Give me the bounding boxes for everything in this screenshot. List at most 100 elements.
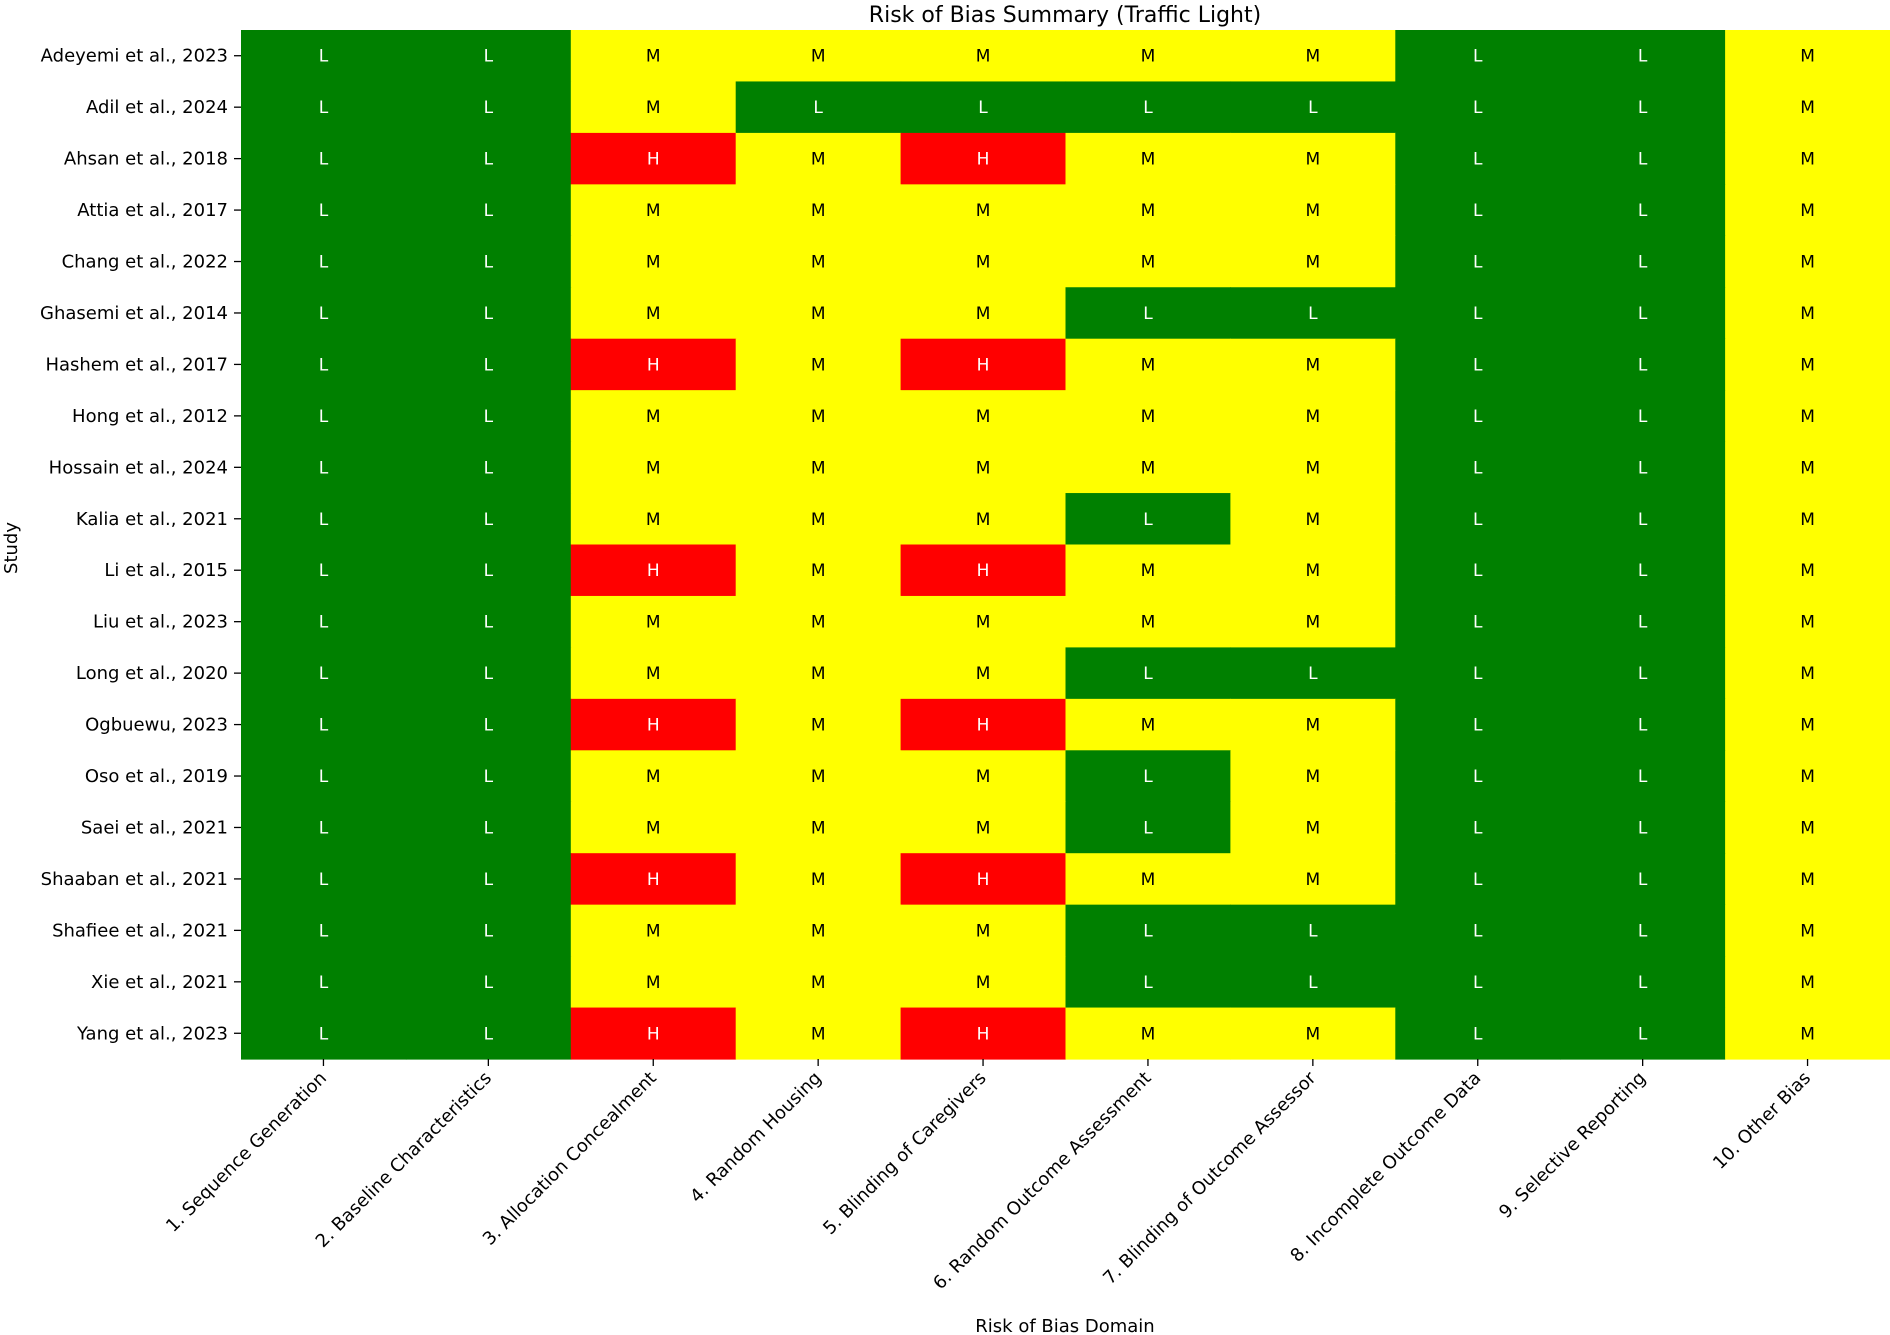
y-tick-label: Li et al., 2015 [104,560,228,581]
cell-label: L [1638,355,1648,375]
cell-label: H [647,1024,660,1044]
cell-label: M [646,767,661,787]
cell-label: M [1306,510,1321,530]
y-tick-label: Shafiee et al., 2021 [52,920,228,941]
cell-label: M [1800,973,1815,993]
heatmap-cell [735,132,902,185]
heatmap-cell [900,235,1067,288]
heatmap-cell [241,81,407,134]
cell-label: M [976,458,991,478]
cell-label: H [977,1024,990,1044]
heatmap-cell [1395,338,1561,391]
heatmap-cell [735,853,902,906]
cell-label: L [319,201,329,221]
cell-label: M [1141,355,1156,375]
heatmap-cell [1395,904,1561,957]
heatmap-cell [1560,493,1726,546]
cell-label: M [1800,407,1815,427]
heatmap-cell [1395,132,1561,185]
heatmap-cell [570,30,737,83]
cell-label: L [1638,818,1648,838]
heatmap-cell [570,390,737,443]
heatmap-cell [1395,184,1561,237]
heatmap-cell [1560,853,1726,906]
heatmap-cell [405,81,572,134]
cell-label: L [813,98,823,118]
y-tick-label: Hong et al., 2012 [72,406,228,427]
cell-label: L [484,818,494,838]
y-tick-label: Saei et al., 2021 [81,817,228,838]
cell-label: M [1800,98,1815,118]
heatmap-cell [1230,853,1396,906]
heatmap-cell [1065,1007,1231,1060]
cell-label: M [1306,561,1321,581]
cell-label: L [1473,510,1483,530]
cell-label: L [1638,664,1648,684]
cell-label: L [319,664,329,684]
heatmap-cell [735,595,902,648]
cell-label: L [1638,304,1648,324]
cell-label: L [319,150,329,170]
heatmap-cell [1230,956,1396,1009]
cell-label: M [1800,818,1815,838]
cell-label: L [1143,767,1153,787]
heatmap-cell [1395,81,1561,134]
cell-label: M [811,47,826,67]
cell-label: M [1800,355,1815,375]
y-tick-label: Oso et al., 2019 [85,766,228,787]
heatmap-cell [1065,698,1231,751]
heatmap-cell [1560,801,1726,854]
heatmap-cell [1065,390,1231,443]
cell-label: L [1473,921,1483,941]
heatmap-cell [1065,853,1231,906]
heatmap-cell [1725,441,1890,494]
cell-label: L [319,355,329,375]
heatmap-cell [900,441,1067,494]
cell-label: M [1141,458,1156,478]
cell-label: L [1308,973,1318,993]
heatmap-cell [900,956,1067,1009]
y-tick-label: Kalia et al., 2021 [76,509,228,530]
heatmap-cell [1560,647,1726,700]
cell-label: M [811,818,826,838]
heatmap-cell [1065,493,1231,546]
heatmap-cell [1230,30,1396,83]
heatmap-cell [735,30,902,83]
heatmap-cell [1560,750,1726,803]
y-tick-label: Yang et al., 2023 [76,1023,228,1044]
cell-label: H [977,561,990,581]
heatmap-cell [241,956,407,1009]
cell-label: M [976,201,991,221]
cell-label: L [484,47,494,67]
cell-label: M [646,613,661,633]
heatmap-cell [1395,493,1561,546]
heatmap-cell [1560,235,1726,288]
heatmap-cell [735,647,902,700]
cell-label: L [484,613,494,633]
heatmap-cell [735,390,902,443]
cell-label: L [319,458,329,478]
x-axis-label: Risk of Bias Domain [975,1316,1154,1335]
cell-label: M [976,510,991,530]
heatmap-cell [1395,441,1561,494]
heatmap-cell [1065,81,1231,134]
cell-label: M [811,355,826,375]
cell-label: L [1638,561,1648,581]
cell-label: L [319,973,329,993]
cell-label: M [1306,150,1321,170]
heatmap-cell [570,956,737,1009]
cell-label: L [319,510,329,530]
cell-label: L [1473,458,1483,478]
heatmap-cell [405,390,572,443]
cell-label: L [1473,818,1483,838]
cell-label: L [1638,870,1648,890]
heatmap-cell [1725,390,1890,443]
cell-label: M [1141,716,1156,736]
heatmap-cell [1395,801,1561,854]
cell-label: M [811,1024,826,1044]
heatmap-cell [1725,801,1890,854]
cell-label: M [811,613,826,633]
cell-label: H [647,561,660,581]
cell-label: M [646,201,661,221]
cell-label: L [1473,304,1483,324]
